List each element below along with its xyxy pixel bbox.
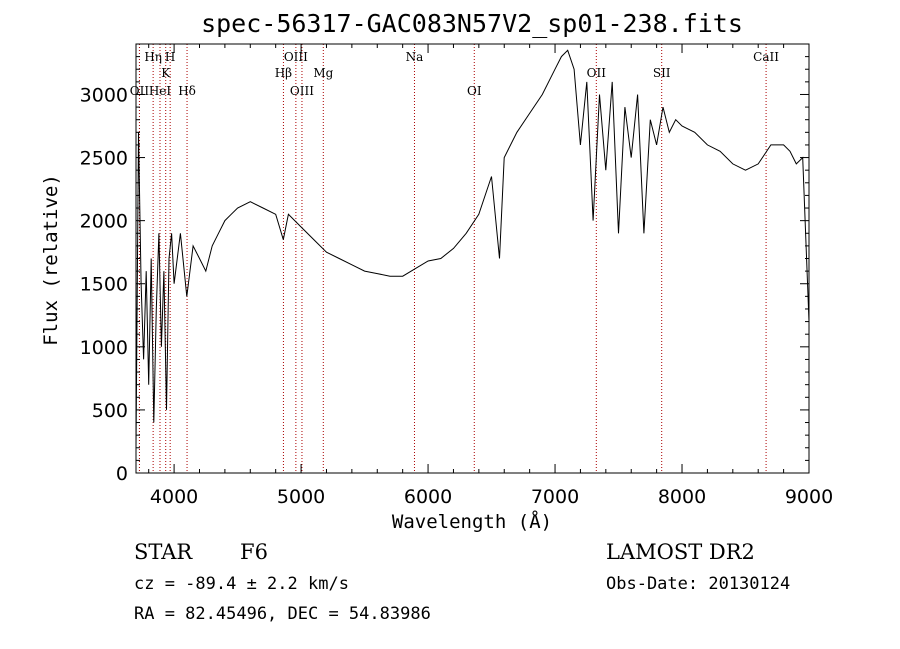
y-tick-label: 1000 bbox=[80, 337, 128, 359]
observation-date: Obs-Date: 20130124 bbox=[606, 574, 790, 594]
line-label: Hδ bbox=[178, 84, 196, 98]
x-tick-label: 4000 bbox=[150, 486, 198, 508]
x-tick-label: 8000 bbox=[658, 486, 706, 508]
line-label: Hη bbox=[144, 50, 162, 64]
y-tick-label: 2500 bbox=[80, 148, 128, 170]
survey-name: LAMOST DR2 bbox=[606, 540, 755, 564]
line-label: OIII bbox=[290, 84, 314, 98]
line-label: OII bbox=[130, 84, 150, 98]
y-axis-label: Flux (relative) bbox=[40, 174, 62, 346]
line-label: OII bbox=[587, 66, 607, 80]
object-class: STAR bbox=[134, 540, 193, 564]
spectrum-line bbox=[135, 49, 810, 448]
spectral-line-markers bbox=[138, 44, 767, 473]
line-label: CaII bbox=[753, 50, 779, 64]
x-axis: 4000 5000 6000 7000 8000 9000 bbox=[148, 44, 833, 508]
redshift-velocity: cz = -89.4 ± 2.2 km/s bbox=[134, 574, 349, 594]
object-subclass: F6 bbox=[240, 540, 268, 564]
y-tick-label: 2000 bbox=[80, 211, 128, 233]
line-label: OIII bbox=[284, 50, 308, 64]
spectral-line-labels: OII Hη HeI KH Hδ Hβ OIII OIII Mg Na OI OII SII CaII bbox=[130, 50, 779, 98]
x-tick-label: 7000 bbox=[531, 486, 579, 508]
y-tick-label: 500 bbox=[92, 400, 128, 422]
line-label: OI bbox=[467, 84, 482, 98]
line-label: K bbox=[161, 66, 171, 80]
x-axis-label: Wavelength (Å) bbox=[392, 510, 552, 533]
line-label: H bbox=[165, 50, 175, 64]
line-label: HeI bbox=[149, 84, 172, 98]
ra-dec-coordinates: RA = 82.45496, DEC = 54.83986 bbox=[134, 604, 431, 624]
chart-title: spec-56317-GAC083N57V2_sp01-238.fits bbox=[201, 9, 743, 38]
x-tick-label: 5000 bbox=[277, 486, 325, 508]
x-tick-label: 6000 bbox=[404, 486, 452, 508]
x-tick-label: 9000 bbox=[785, 486, 833, 508]
y-axis: 0 500 1000 1500 2000 2500 3000 bbox=[80, 56, 809, 485]
y-tick-label: 0 bbox=[116, 463, 128, 485]
y-tick-label: 1500 bbox=[80, 274, 128, 296]
plot-frame bbox=[135, 43, 810, 474]
line-label: Mg bbox=[313, 66, 333, 80]
y-tick-label: 3000 bbox=[80, 84, 128, 106]
line-label: Na bbox=[406, 50, 424, 64]
line-label: Hβ bbox=[275, 66, 292, 80]
line-label: SII bbox=[653, 66, 671, 80]
